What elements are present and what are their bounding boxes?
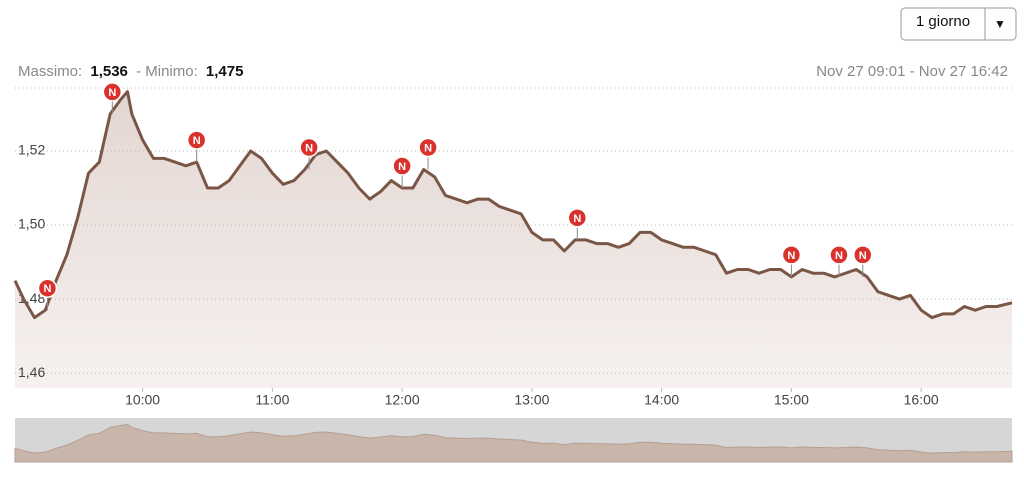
y-tick-label: 1,46 [18,364,45,380]
news-label: N [859,250,867,262]
header-stats: Massimo: 1,536 - Minimo: 1,475 [18,63,243,80]
news-marker[interactable]: N [567,208,588,240]
news-marker[interactable]: N [186,130,207,163]
news-marker[interactable]: N [418,137,438,170]
min-value: 1,475 [206,63,244,80]
date-range: Nov 27 09:01 - Nov 27 16:42 [816,63,1008,80]
news-label: N [108,87,116,99]
news-marker[interactable]: N [392,156,412,188]
news-dot [567,208,588,228]
news-label: N [43,283,51,295]
news-dot [37,278,58,298]
news-label: N [573,213,581,225]
news-dot [829,245,849,265]
max-value: 1,536 [90,63,128,80]
news-label: N [787,250,795,262]
min-label: - Minimo: [136,63,198,80]
range-selector[interactable]: 1 giorno ▼ [900,7,1017,41]
news-marker[interactable]: N [102,82,123,114]
max-label: Massimo: [18,63,82,80]
y-tick-label: 1,50 [18,216,45,232]
news-dot [299,137,319,158]
news-dot [781,245,802,265]
selector-label[interactable]: 1 giorno [916,13,970,30]
x-tick-label: 10:00 [125,392,160,408]
news-dot [853,245,873,265]
news-label: N [424,142,432,154]
news-marker[interactable]: N [829,245,849,277]
x-tick-label: 12:00 [385,392,420,408]
news-label: N [835,250,843,262]
price-line [13,90,1013,320]
x-tick-label: 11:00 [255,392,289,408]
news-marker[interactable]: N [299,137,319,170]
area-fill [15,91,1012,388]
news-label: N [398,161,406,173]
news-dot [186,130,207,150]
news-dot [418,137,438,158]
news-marker[interactable]: N [781,245,802,277]
news-dot [392,156,412,176]
x-tick-label: 14:00 [644,392,679,408]
news-marker[interactable]: N [853,245,873,277]
news-marker[interactable]: N [37,278,58,311]
selector-arrow[interactable]: ▼ [994,17,1006,31]
selector-box[interactable] [900,7,1017,41]
x-tick-label: 16:00 [904,392,939,408]
y-tick-label: 1,52 [18,142,45,158]
news-dot [102,82,123,102]
news-label: N [305,142,313,154]
news-label: N [193,135,201,147]
navigator-area [14,423,1013,463]
x-tick-label: 15:00 [774,392,809,408]
x-tick-label: 13:00 [514,392,549,408]
